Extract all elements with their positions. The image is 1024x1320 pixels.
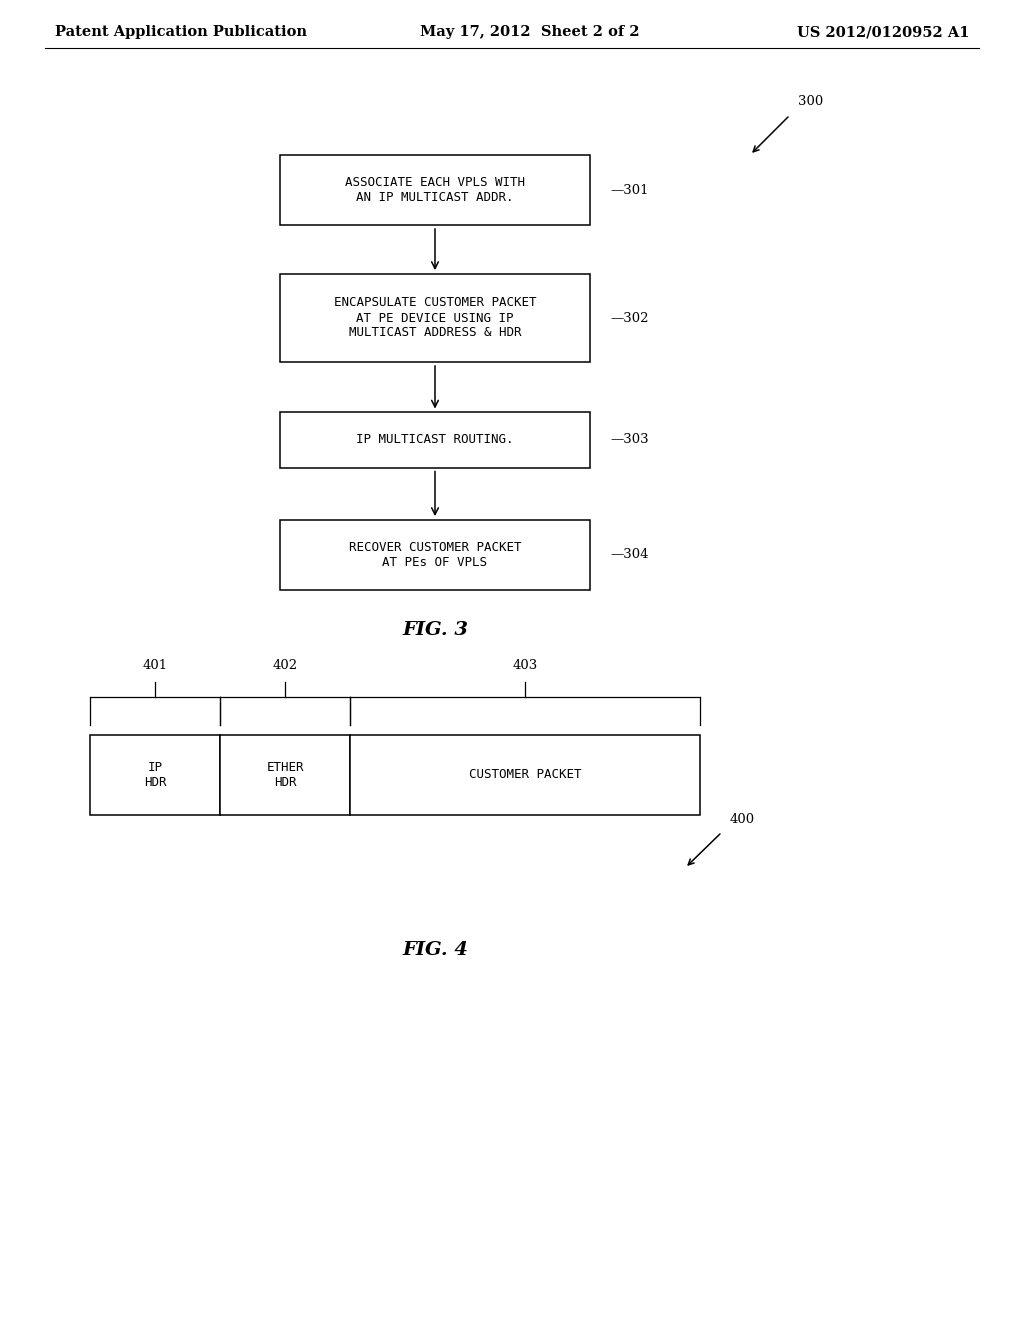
Text: —303: —303 bbox=[610, 433, 648, 446]
FancyBboxPatch shape bbox=[280, 154, 590, 224]
Text: —304: —304 bbox=[610, 549, 648, 561]
Text: —302: —302 bbox=[610, 312, 648, 325]
Text: —301: —301 bbox=[610, 183, 648, 197]
Text: 401: 401 bbox=[142, 659, 168, 672]
Text: 402: 402 bbox=[272, 659, 298, 672]
Text: May 17, 2012  Sheet 2 of 2: May 17, 2012 Sheet 2 of 2 bbox=[420, 25, 640, 40]
Text: Patent Application Publication: Patent Application Publication bbox=[55, 25, 307, 40]
FancyBboxPatch shape bbox=[220, 735, 350, 814]
Text: IP
HDR: IP HDR bbox=[143, 762, 166, 789]
FancyBboxPatch shape bbox=[280, 412, 590, 467]
Text: IP MULTICAST ROUTING.: IP MULTICAST ROUTING. bbox=[356, 433, 514, 446]
FancyBboxPatch shape bbox=[350, 735, 700, 814]
Text: ASSOCIATE EACH VPLS WITH
AN IP MULTICAST ADDR.: ASSOCIATE EACH VPLS WITH AN IP MULTICAST… bbox=[345, 176, 525, 205]
Text: 403: 403 bbox=[512, 659, 538, 672]
Text: ETHER
HDR: ETHER HDR bbox=[266, 762, 304, 789]
Text: ENCAPSULATE CUSTOMER PACKET
AT PE DEVICE USING IP
MULTICAST ADDRESS & HDR: ENCAPSULATE CUSTOMER PACKET AT PE DEVICE… bbox=[334, 297, 537, 339]
FancyBboxPatch shape bbox=[280, 520, 590, 590]
Text: 400: 400 bbox=[730, 813, 755, 826]
Text: RECOVER CUSTOMER PACKET
AT PEs OF VPLS: RECOVER CUSTOMER PACKET AT PEs OF VPLS bbox=[349, 541, 521, 569]
Text: US 2012/0120952 A1: US 2012/0120952 A1 bbox=[798, 25, 970, 40]
Text: CUSTOMER PACKET: CUSTOMER PACKET bbox=[469, 768, 582, 781]
FancyBboxPatch shape bbox=[280, 275, 590, 362]
Text: 300: 300 bbox=[798, 95, 823, 108]
Text: FIG. 4: FIG. 4 bbox=[402, 941, 468, 960]
Text: FIG. 3: FIG. 3 bbox=[402, 620, 468, 639]
FancyBboxPatch shape bbox=[90, 735, 220, 814]
